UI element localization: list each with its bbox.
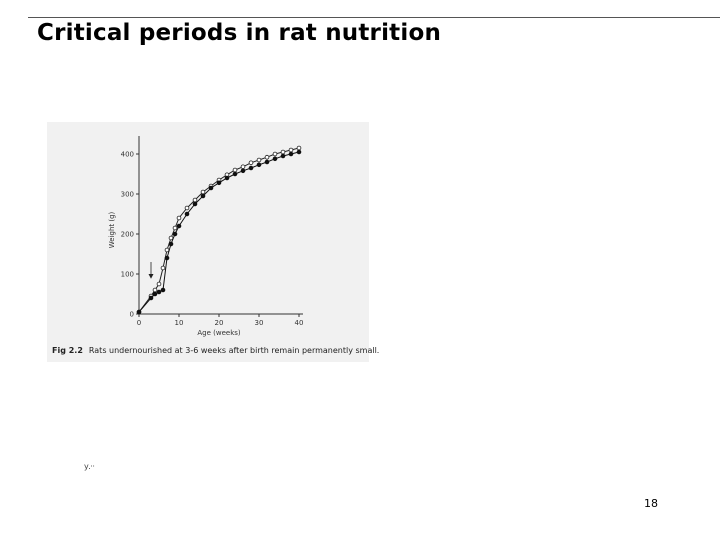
data-point-series-2 xyxy=(296,149,302,155)
data-point-series-2 xyxy=(248,165,254,171)
top-rule xyxy=(28,17,720,18)
data-point-series-2 xyxy=(160,287,166,293)
data-point-series-2 xyxy=(148,295,154,301)
figure-caption: Fig 2.2 Rats undernourished at 3-6 weeks … xyxy=(52,346,379,355)
data-point-series-1 xyxy=(248,160,254,166)
stray-mark: у.·· xyxy=(84,462,95,471)
data-point-series-2 xyxy=(164,255,170,261)
data-point-series-1 xyxy=(272,151,278,157)
data-point-series-2 xyxy=(200,193,206,199)
data-point-series-2 xyxy=(136,309,142,315)
data-point-series-1 xyxy=(164,247,170,253)
data-point-series-1 xyxy=(160,265,166,271)
figure-panel: 0 10 20 30 40 0 100 200 300 400 Age (weeks) Weight … xyxy=(47,122,369,362)
data-point-series-2 xyxy=(280,153,286,159)
data-point-series-2 xyxy=(232,171,238,177)
x-tick-label: 0 xyxy=(137,319,141,327)
y-tick-label: 400 xyxy=(121,151,134,159)
data-point-series-2 xyxy=(168,241,174,247)
data-point-series-2 xyxy=(216,180,222,186)
x-axis-label: Age (weeks) xyxy=(197,329,241,337)
data-point-series-2 xyxy=(224,175,230,181)
data-point-series-2 xyxy=(152,291,158,297)
caption-text: Rats undernourished at 3-6 weeks after b… xyxy=(88,346,380,355)
data-point-series-2 xyxy=(208,185,214,191)
data-point-series-1 xyxy=(256,157,262,163)
x-tick-label: 10 xyxy=(175,319,184,327)
data-point-series-1 xyxy=(172,225,178,231)
data-point-series-2 xyxy=(184,211,190,217)
data-point-series-1 xyxy=(200,189,206,195)
data-point-series-1 xyxy=(288,147,294,153)
data-point-series-2 xyxy=(176,223,182,229)
data-point-series-2 xyxy=(156,289,162,295)
data-point-series-1 xyxy=(296,145,302,151)
data-point-series-2 xyxy=(192,201,198,207)
x-tick-label: 40 xyxy=(295,319,304,327)
page-number: 18 xyxy=(644,497,658,510)
data-point-series-2 xyxy=(264,159,270,165)
data-point-series-1 xyxy=(184,205,190,211)
data-point-series-1 xyxy=(280,149,286,155)
data-point-series-1 xyxy=(264,154,270,160)
data-point-series-1 xyxy=(232,167,238,173)
data-point-series-1 xyxy=(156,281,162,287)
x-tick-label: 30 xyxy=(255,319,264,327)
slide-title: Critical periods in rat nutrition xyxy=(37,20,442,46)
data-point-series-2 xyxy=(172,231,178,237)
y-tick-label: 200 xyxy=(121,231,134,239)
y-tick-label: 0 xyxy=(130,311,134,319)
data-point-series-2 xyxy=(240,168,246,174)
data-point-series-1 xyxy=(176,215,182,221)
y-axis-label: Weight (g) xyxy=(108,211,116,248)
y-tick-label: 100 xyxy=(121,271,134,279)
data-point-series-2 xyxy=(288,151,294,157)
data-point-series-2 xyxy=(256,162,262,168)
x-tick-label: 20 xyxy=(215,319,224,327)
caption-label: Fig 2.2 xyxy=(52,346,83,355)
data-point-series-1 xyxy=(240,164,246,170)
arrow-head xyxy=(148,274,154,279)
data-point-series-1 xyxy=(192,197,198,203)
data-point-series-2 xyxy=(272,156,278,162)
y-tick-label: 300 xyxy=(121,191,134,199)
data-point-series-1 xyxy=(152,287,158,293)
